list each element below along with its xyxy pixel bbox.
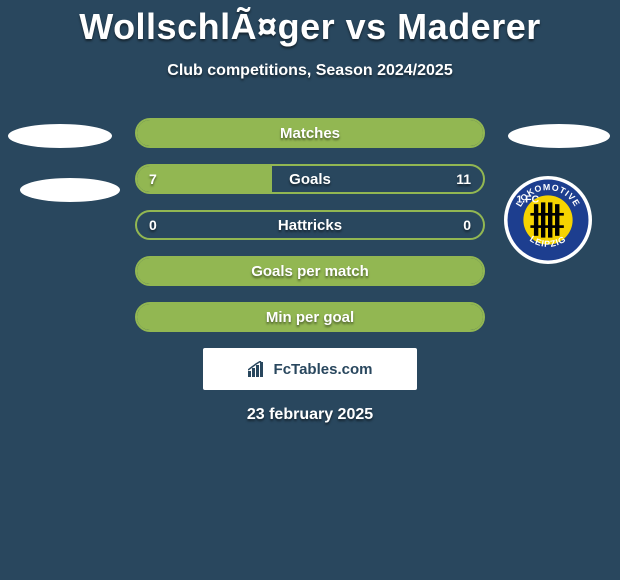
subtitle: Club competitions, Season 2024/2025 [0,62,620,80]
bar-chart-icon [248,361,268,377]
stat-label: Matches [280,125,340,142]
date-label: 23 february 2025 [0,406,620,424]
player-oval-right [508,124,610,148]
stat-label: Min per goal [266,309,354,326]
stat-row: Min per goal [135,302,485,332]
stat-value-right: 0 [463,217,471,233]
stat-value-left: 0 [149,217,157,233]
stat-row: Matches [135,118,485,148]
stat-row: Goals per match [135,256,485,286]
stat-fill-left [137,166,272,192]
player-oval-left [8,124,112,148]
watermark-text: FcTables.com [274,361,373,378]
stat-label: Goals per match [251,263,369,280]
club-crest-right: LOKOMOTIVE LEIPZIG 1.FC [504,176,592,264]
svg-text:1.FC: 1.FC [516,193,539,205]
stat-label: Goals [289,171,331,188]
stat-row: Goals 7 11 [135,164,485,194]
comparison-bars: Matches Goals 7 11 Hattricks 0 0 Goals per matc… [135,118,485,332]
stat-value-left: 7 [149,171,157,187]
comparison-stage: Matches Goals 7 11 Hattricks 0 0 Goals per matc… [0,118,620,332]
stat-label: Hattricks [278,217,342,234]
watermark-badge: FcTables.com [203,348,417,390]
page-title: WollschlÃ¤ger vs Maderer [0,0,620,48]
player-oval-left [20,178,120,202]
stat-row: Hattricks 0 0 [135,210,485,240]
stat-value-right: 11 [456,171,471,187]
